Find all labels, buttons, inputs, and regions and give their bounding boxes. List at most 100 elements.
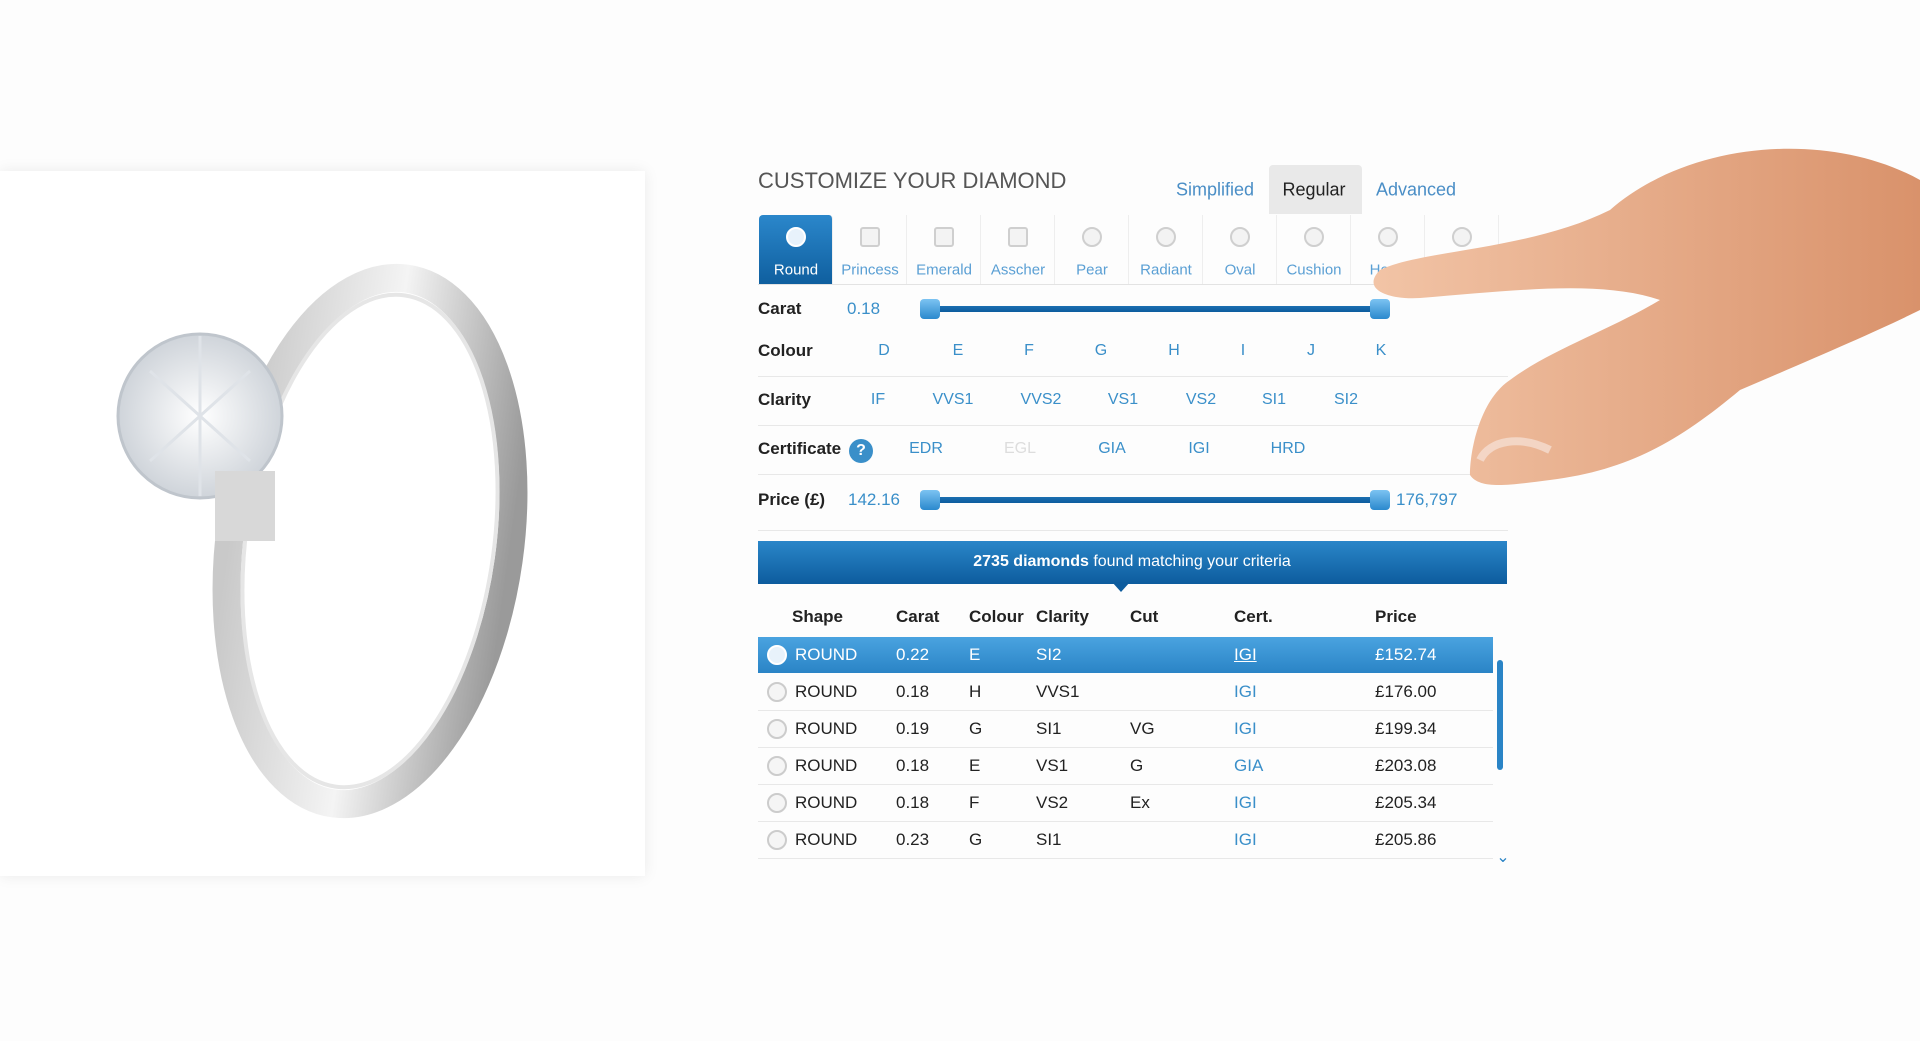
cell[interactable]: IGI <box>1234 793 1257 812</box>
shape-icon <box>1008 227 1028 247</box>
cell: SI1 <box>1036 830 1062 849</box>
results-count: 2735 diamonds <box>973 553 1089 570</box>
results-banner <box>758 541 1507 584</box>
cell: 0.18 <box>896 756 930 775</box>
colour-option[interactable]: H <box>1168 342 1180 359</box>
cell[interactable]: IGI <box>1234 682 1257 701</box>
cell: 0.18 <box>896 682 930 701</box>
shape-icon <box>1452 227 1472 247</box>
shape-option[interactable]: Emerald <box>907 215 981 284</box>
shape-label[interactable]: Radiant <box>1140 261 1192 279</box>
shape-icon <box>786 227 806 247</box>
slider-track[interactable] <box>930 497 1380 503</box>
colour-option[interactable]: K <box>1375 342 1387 359</box>
clarity-option[interactable]: VS1 <box>1107 391 1139 408</box>
row-divider <box>758 710 1493 711</box>
filter-label: Colour <box>758 341 813 360</box>
row-icon <box>767 645 787 665</box>
slider-handle[interactable] <box>920 490 940 510</box>
row-divider <box>758 474 1508 475</box>
cell[interactable]: IGI <box>1234 719 1257 738</box>
colour-option[interactable]: F <box>1024 342 1034 359</box>
column-header[interactable]: Cut <box>1130 607 1159 626</box>
cell: H <box>969 682 982 701</box>
tab[interactable]: Advanced <box>1375 179 1457 200</box>
row-icon <box>767 793 787 813</box>
cell: VVS1 <box>1036 682 1080 701</box>
certificate-option[interactable]: HRD <box>1270 440 1306 457</box>
cell: SI2 <box>1036 645 1062 664</box>
slider-handle[interactable] <box>920 299 940 319</box>
slider-handle[interactable] <box>1370 490 1390 510</box>
cell: VS2 <box>1036 793 1069 812</box>
column-header[interactable]: Price <box>1375 607 1417 626</box>
shape-option[interactable]: Princess <box>833 215 907 284</box>
cell[interactable]: GIA <box>1234 756 1264 775</box>
shape-label[interactable]: Cushion <box>1286 261 1342 279</box>
shape-option[interactable]: Radiant <box>1129 215 1203 284</box>
slider-track[interactable] <box>930 306 1380 312</box>
row-divider <box>758 784 1493 785</box>
clarity-option[interactable]: SI2 <box>1333 391 1359 408</box>
cell: Ex <box>1130 793 1150 812</box>
column-header[interactable]: Cert. <box>1234 607 1273 626</box>
cell: ROUND <box>795 830 858 849</box>
clarity-option[interactable]: VVS2 <box>1020 391 1062 408</box>
tab[interactable]: Simplified <box>1175 179 1255 200</box>
column-header[interactable]: Colour <box>969 607 1024 626</box>
shape-label[interactable]: Emerald <box>916 261 972 279</box>
colour-option[interactable]: I <box>1240 342 1246 359</box>
clarity-option[interactable]: VVS1 <box>932 391 974 408</box>
tab[interactable]: Regular <box>1282 179 1346 200</box>
shape-icon <box>1082 227 1102 247</box>
cell: E <box>969 756 981 775</box>
cell: ROUND <box>795 756 858 775</box>
clarity-option[interactable]: IF <box>870 391 886 408</box>
colour-option[interactable]: E <box>952 342 964 359</box>
scrollbar[interactable] <box>1497 660 1503 770</box>
shape-label[interactable]: Asscher <box>990 261 1046 279</box>
cell: VG <box>1130 719 1155 738</box>
certificate-option[interactable]: EGL <box>1003 440 1037 457</box>
shape-icon <box>1156 227 1176 247</box>
cell: 0.23 <box>896 830 930 849</box>
shape-label[interactable]: Pear <box>1076 261 1108 279</box>
cell: 0.22 <box>896 645 930 664</box>
colour-option[interactable]: J <box>1307 342 1315 359</box>
row-divider <box>758 858 1493 859</box>
row-icon <box>767 682 787 702</box>
shape-option[interactable]: Cushion <box>1277 215 1351 284</box>
column-header[interactable]: Carat <box>896 607 940 626</box>
shape-option[interactable]: Pear <box>1055 215 1129 284</box>
column-header[interactable]: Clarity <box>1036 607 1089 626</box>
certificate-option[interactable]: GIA <box>1098 440 1126 457</box>
colour-option[interactable]: D <box>878 342 890 359</box>
clarity-option[interactable]: VS2 <box>1185 391 1217 408</box>
shape-label[interactable]: Oval <box>1224 261 1256 279</box>
shape-label[interactable]: Round <box>773 261 819 279</box>
filter-label: Clarity <box>758 390 811 409</box>
cell: 0.18 <box>896 793 930 812</box>
certificate-option[interactable]: EDR <box>909 440 943 457</box>
cell[interactable]: IGI <box>1234 645 1257 664</box>
selected-row-bg <box>758 637 1493 673</box>
colour-option[interactable]: G <box>1094 342 1108 359</box>
filter-label: Price (£) <box>758 490 826 509</box>
clarity-option[interactable]: SI1 <box>1261 391 1287 408</box>
scroll-down[interactable]: ⌄ <box>1496 849 1510 866</box>
shape-option[interactable]: Round <box>759 215 833 284</box>
shape-option[interactable]: Oval <box>1203 215 1277 284</box>
ring-image <box>116 263 528 819</box>
help-icon[interactable]: ? <box>849 439 873 463</box>
row-icon <box>767 830 787 850</box>
row-icon <box>767 719 787 739</box>
slider-handle[interactable] <box>1370 299 1390 319</box>
certificate-option[interactable]: IGI <box>1188 440 1210 457</box>
cell: ROUND <box>795 682 858 701</box>
shape-label[interactable]: Princess <box>841 261 899 279</box>
column-header[interactable]: Shape <box>792 607 844 626</box>
filter-label: Carat <box>758 299 802 318</box>
cell[interactable]: IGI <box>1234 830 1257 849</box>
shape-option[interactable]: Asscher <box>981 215 1055 284</box>
